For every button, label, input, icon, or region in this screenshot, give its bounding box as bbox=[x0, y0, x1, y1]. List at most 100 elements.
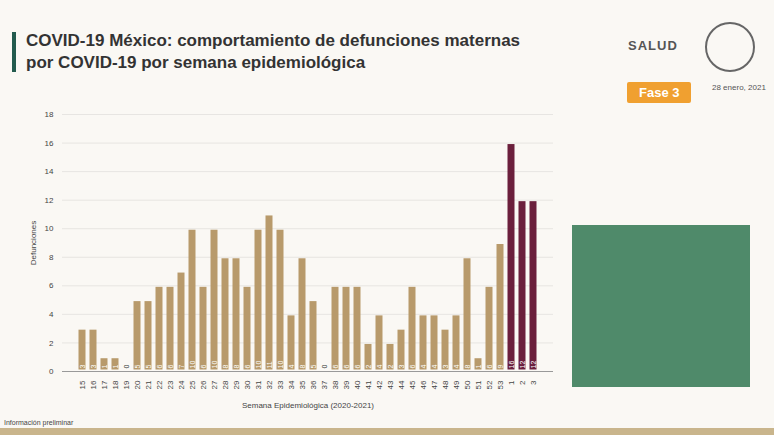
svg-text:11: 11 bbox=[266, 361, 273, 368]
svg-text:1: 1 bbox=[101, 365, 108, 369]
svg-text:3: 3 bbox=[442, 365, 449, 369]
svg-text:4: 4 bbox=[376, 365, 383, 369]
svg-text:38: 38 bbox=[331, 380, 340, 389]
svg-text:16: 16 bbox=[45, 139, 54, 148]
svg-text:15: 15 bbox=[78, 380, 87, 389]
svg-text:26: 26 bbox=[199, 380, 208, 389]
html-text:Fase 3: Fase 3 bbox=[639, 85, 680, 100]
svg-text:25: 25 bbox=[188, 380, 197, 389]
svg-text:35: 35 bbox=[298, 380, 307, 389]
svg-text:8: 8 bbox=[233, 365, 240, 369]
svg-text:18: 18 bbox=[111, 380, 120, 389]
svg-text:9: 9 bbox=[497, 365, 504, 369]
svg-text:4: 4 bbox=[453, 365, 460, 369]
svg-text:6: 6 bbox=[156, 365, 163, 369]
svg-text:4: 4 bbox=[431, 365, 438, 369]
svg-text:50: 50 bbox=[463, 380, 472, 389]
svg-text:5: 5 bbox=[145, 365, 152, 369]
svg-text:1: 1 bbox=[112, 365, 119, 369]
svg-text:51: 51 bbox=[474, 380, 483, 389]
svg-text:29: 29 bbox=[232, 380, 241, 389]
svg-text:Defunciones: Defunciones bbox=[29, 221, 38, 265]
svg-text:12: 12 bbox=[519, 361, 526, 369]
svg-text:21: 21 bbox=[144, 380, 153, 389]
svg-text:4: 4 bbox=[49, 310, 54, 319]
svg-text:6: 6 bbox=[354, 365, 361, 369]
svg-text:52: 52 bbox=[485, 380, 494, 389]
svg-text:47: 47 bbox=[430, 380, 439, 389]
svg-text:53: 53 bbox=[496, 380, 505, 389]
svg-text:14: 14 bbox=[45, 167, 54, 176]
svg-text:3: 3 bbox=[79, 365, 86, 369]
svg-text:39: 39 bbox=[342, 380, 351, 389]
svg-text:6: 6 bbox=[486, 365, 493, 369]
svg-text:16: 16 bbox=[89, 380, 98, 389]
svg-text:3: 3 bbox=[90, 365, 97, 369]
svg-text:12: 12 bbox=[530, 361, 537, 369]
svg-text:37: 37 bbox=[320, 380, 329, 389]
svg-text:10: 10 bbox=[211, 361, 218, 369]
svg-text:8: 8 bbox=[222, 365, 229, 369]
svg-text:6: 6 bbox=[200, 365, 207, 369]
svg-text:44: 44 bbox=[397, 380, 406, 389]
svg-text:6: 6 bbox=[343, 365, 350, 369]
svg-text:45: 45 bbox=[408, 380, 417, 389]
svg-text:3: 3 bbox=[398, 365, 405, 369]
svg-text:3: 3 bbox=[529, 380, 538, 385]
svg-text:6: 6 bbox=[332, 365, 339, 369]
svg-text:6: 6 bbox=[167, 365, 174, 369]
svg-text:8: 8 bbox=[49, 253, 54, 262]
svg-text:8: 8 bbox=[464, 365, 471, 369]
svg-text:8: 8 bbox=[299, 365, 306, 369]
html-text:COVID-19 México: comportamient: COVID-19 México: comportamiento de defun… bbox=[26, 31, 521, 72]
svg-text:12: 12 bbox=[45, 196, 54, 205]
svg-text:28: 28 bbox=[221, 380, 230, 389]
svg-text:48: 48 bbox=[441, 380, 450, 389]
svg-text:36: 36 bbox=[309, 380, 318, 389]
svg-text:2: 2 bbox=[387, 365, 394, 369]
svg-text:27: 27 bbox=[210, 380, 219, 389]
svg-text:Semana Epidemiológica (2020-20: Semana Epidemiológica (2020-2021) bbox=[242, 401, 374, 410]
svg-text:20: 20 bbox=[133, 380, 142, 389]
svg-text:2: 2 bbox=[365, 365, 372, 369]
svg-text:49: 49 bbox=[452, 380, 461, 389]
svg-text:22: 22 bbox=[155, 380, 164, 389]
svg-text:10: 10 bbox=[189, 361, 196, 369]
svg-text:2: 2 bbox=[518, 380, 527, 385]
svg-text:10: 10 bbox=[45, 224, 54, 233]
svg-text:0: 0 bbox=[49, 367, 54, 376]
svg-text:0: 0 bbox=[123, 365, 130, 369]
html-text:28 enero, 2021: 28 enero, 2021 bbox=[712, 83, 766, 92]
svg-text:19: 19 bbox=[122, 380, 131, 389]
svg-text:46: 46 bbox=[419, 380, 428, 389]
svg-text:24: 24 bbox=[177, 380, 186, 389]
svg-text:32: 32 bbox=[265, 380, 274, 389]
svg-text:4: 4 bbox=[420, 365, 427, 369]
svg-text:6: 6 bbox=[244, 365, 251, 369]
html-text:SALUD: SALUD bbox=[628, 38, 678, 53]
svg-text:10: 10 bbox=[255, 361, 262, 369]
svg-text:18: 18 bbox=[45, 110, 54, 119]
svg-text:43: 43 bbox=[386, 380, 395, 389]
svg-text:7: 7 bbox=[178, 365, 185, 369]
svg-text:5: 5 bbox=[134, 365, 141, 369]
svg-text:6: 6 bbox=[409, 365, 416, 369]
svg-text:6: 6 bbox=[49, 281, 54, 290]
svg-text:33: 33 bbox=[276, 380, 285, 389]
svg-text:16: 16 bbox=[508, 361, 515, 369]
svg-text:1: 1 bbox=[507, 380, 516, 385]
svg-text:4: 4 bbox=[288, 365, 295, 369]
svg-text:40: 40 bbox=[353, 380, 362, 389]
svg-text:42: 42 bbox=[375, 380, 384, 389]
svg-text:31: 31 bbox=[254, 380, 263, 389]
svg-text:1: 1 bbox=[475, 365, 482, 369]
svg-text:23: 23 bbox=[166, 380, 175, 389]
svg-text:5: 5 bbox=[310, 365, 317, 369]
svg-text:34: 34 bbox=[287, 380, 296, 389]
svg-text:41: 41 bbox=[364, 380, 373, 389]
svg-text:0: 0 bbox=[321, 365, 328, 369]
svg-text:10: 10 bbox=[277, 361, 284, 369]
svg-text:30: 30 bbox=[243, 380, 252, 389]
svg-text:2: 2 bbox=[49, 339, 54, 348]
svg-text:17: 17 bbox=[100, 380, 109, 389]
